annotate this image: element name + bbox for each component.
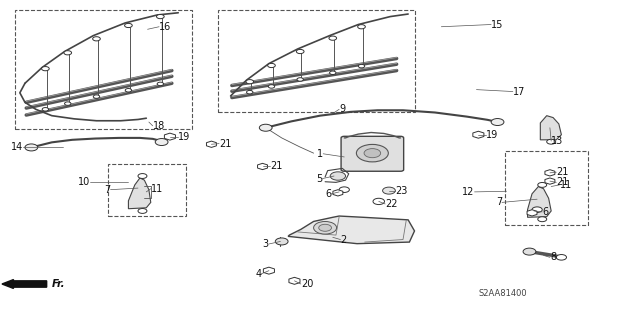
Polygon shape <box>545 178 555 184</box>
Ellipse shape <box>296 49 304 54</box>
Polygon shape <box>288 216 415 244</box>
Ellipse shape <box>314 221 337 234</box>
FancyArrow shape <box>2 279 47 288</box>
Text: 21: 21 <box>219 139 232 149</box>
Ellipse shape <box>268 63 275 68</box>
Ellipse shape <box>491 119 504 125</box>
Ellipse shape <box>275 238 288 245</box>
Text: 6: 6 <box>542 207 548 217</box>
Ellipse shape <box>538 182 547 187</box>
Ellipse shape <box>523 248 536 255</box>
Polygon shape <box>545 170 555 176</box>
Text: 21: 21 <box>556 177 569 187</box>
Ellipse shape <box>93 37 100 41</box>
Ellipse shape <box>556 255 566 260</box>
Text: 7: 7 <box>104 185 111 195</box>
Ellipse shape <box>42 67 49 71</box>
Polygon shape <box>207 141 216 147</box>
Polygon shape <box>527 210 537 216</box>
Ellipse shape <box>64 51 72 55</box>
Ellipse shape <box>138 174 147 178</box>
Ellipse shape <box>246 90 253 94</box>
Text: 18: 18 <box>153 121 165 131</box>
Text: 11: 11 <box>151 184 163 194</box>
Text: 10: 10 <box>78 177 90 187</box>
Text: Fr.: Fr. <box>52 279 65 289</box>
Ellipse shape <box>358 64 365 68</box>
Bar <box>15 10 192 129</box>
Text: 3: 3 <box>263 239 269 249</box>
Ellipse shape <box>330 172 346 180</box>
Text: 8: 8 <box>550 252 556 262</box>
Bar <box>108 164 186 216</box>
Text: 22: 22 <box>385 199 397 209</box>
Ellipse shape <box>42 108 49 111</box>
Ellipse shape <box>364 149 381 158</box>
Ellipse shape <box>339 187 349 192</box>
Text: 6: 6 <box>325 189 332 199</box>
Ellipse shape <box>297 78 303 81</box>
Bar <box>505 151 588 225</box>
Ellipse shape <box>125 88 132 92</box>
Ellipse shape <box>138 209 147 213</box>
Ellipse shape <box>547 139 556 144</box>
Polygon shape <box>264 267 275 274</box>
Polygon shape <box>540 116 561 140</box>
Text: 5: 5 <box>316 174 323 183</box>
Polygon shape <box>129 178 151 209</box>
Polygon shape <box>289 277 300 284</box>
FancyBboxPatch shape <box>341 136 404 171</box>
Text: 2: 2 <box>340 234 347 245</box>
Text: 4: 4 <box>255 269 261 279</box>
Ellipse shape <box>532 207 542 212</box>
Polygon shape <box>164 133 175 140</box>
Text: 15: 15 <box>491 19 504 30</box>
Ellipse shape <box>259 124 272 131</box>
Bar <box>218 10 415 112</box>
Ellipse shape <box>319 224 332 231</box>
Ellipse shape <box>125 23 132 27</box>
Ellipse shape <box>157 82 164 86</box>
Text: 13: 13 <box>551 136 563 146</box>
Polygon shape <box>527 187 551 217</box>
Text: 23: 23 <box>396 186 408 196</box>
Text: 12: 12 <box>462 187 474 197</box>
Text: 19: 19 <box>178 132 191 142</box>
Text: 17: 17 <box>513 86 525 97</box>
Ellipse shape <box>25 144 38 151</box>
Polygon shape <box>473 131 484 138</box>
Text: 9: 9 <box>339 104 346 114</box>
Text: 20: 20 <box>301 279 313 289</box>
Ellipse shape <box>329 36 337 40</box>
Text: 11: 11 <box>559 180 572 190</box>
Text: 7: 7 <box>496 197 502 207</box>
Ellipse shape <box>268 85 275 88</box>
Text: 21: 21 <box>270 161 283 172</box>
Ellipse shape <box>156 138 168 145</box>
Ellipse shape <box>358 25 365 29</box>
Text: 1: 1 <box>317 149 323 159</box>
Text: 16: 16 <box>159 22 172 32</box>
Ellipse shape <box>383 187 396 194</box>
Ellipse shape <box>157 14 164 19</box>
Ellipse shape <box>373 198 385 204</box>
Ellipse shape <box>330 71 336 75</box>
Ellipse shape <box>356 145 388 162</box>
Ellipse shape <box>65 102 71 105</box>
Text: 21: 21 <box>556 167 569 177</box>
Ellipse shape <box>93 95 100 98</box>
Polygon shape <box>333 190 343 196</box>
Text: 14: 14 <box>11 142 23 152</box>
Ellipse shape <box>538 217 547 222</box>
Text: 19: 19 <box>486 130 499 140</box>
Ellipse shape <box>246 79 253 84</box>
Polygon shape <box>257 163 268 170</box>
Text: S2AA81400: S2AA81400 <box>478 289 527 298</box>
